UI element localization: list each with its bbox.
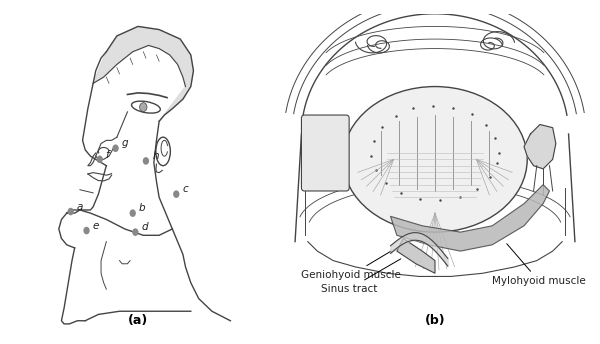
Text: Geniohyoid muscle: Geniohyoid muscle — [301, 251, 401, 280]
Circle shape — [83, 227, 89, 234]
Circle shape — [132, 228, 139, 236]
Text: Sinus tract: Sinus tract — [320, 259, 401, 294]
Ellipse shape — [343, 87, 527, 232]
Circle shape — [143, 157, 149, 165]
Text: f: f — [105, 150, 109, 160]
Text: h: h — [152, 151, 159, 161]
Circle shape — [112, 144, 119, 152]
Text: g: g — [122, 138, 129, 148]
Polygon shape — [391, 185, 550, 251]
Circle shape — [130, 209, 136, 217]
Text: (b): (b) — [425, 314, 445, 327]
Polygon shape — [93, 26, 193, 121]
Text: b: b — [139, 203, 145, 213]
Text: Mylohyoid muscle: Mylohyoid muscle — [492, 244, 586, 286]
Polygon shape — [524, 125, 556, 169]
Circle shape — [173, 190, 179, 198]
Polygon shape — [397, 238, 435, 273]
Text: d: d — [142, 222, 148, 233]
Text: (a): (a) — [128, 314, 148, 327]
Text: c: c — [182, 184, 188, 194]
Circle shape — [68, 208, 74, 215]
Text: a: a — [77, 202, 83, 212]
FancyBboxPatch shape — [301, 115, 349, 191]
Circle shape — [140, 103, 147, 111]
Text: e: e — [92, 221, 99, 231]
Circle shape — [97, 155, 103, 163]
